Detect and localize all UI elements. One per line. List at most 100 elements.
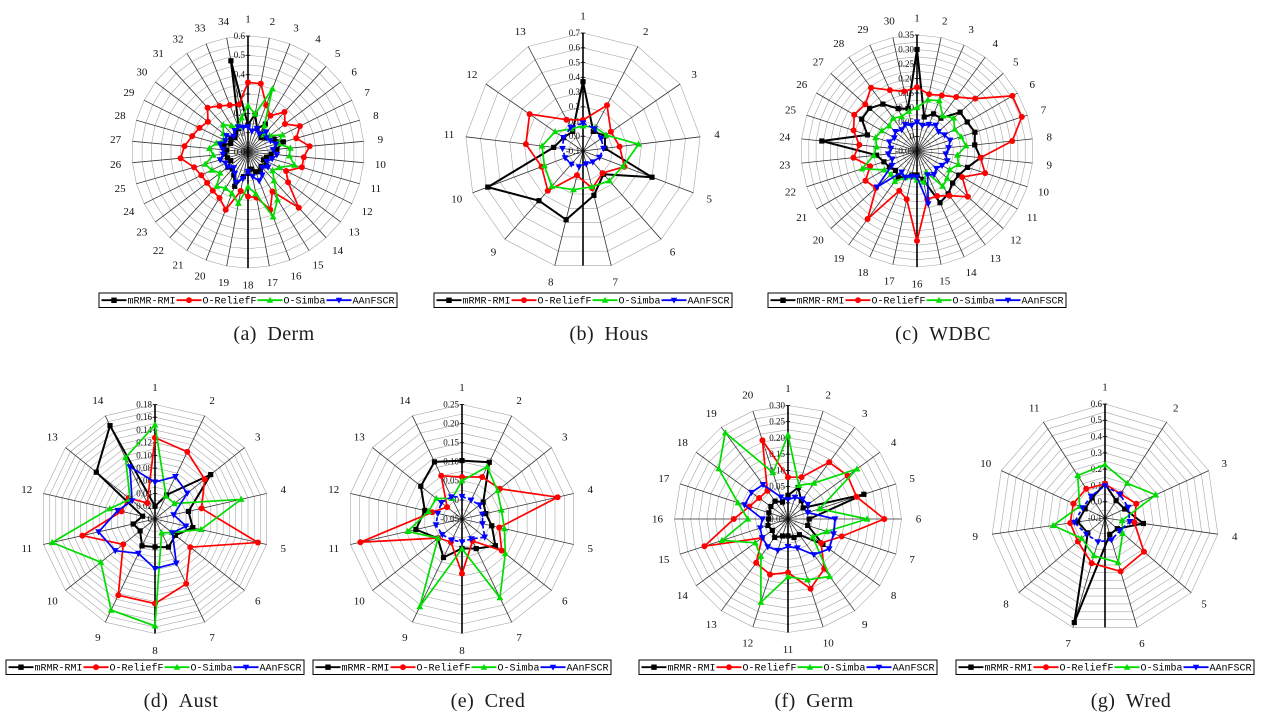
svg-text:27: 27: [110, 134, 122, 146]
svg-text:13: 13: [515, 26, 527, 38]
svg-text:13: 13: [706, 619, 718, 631]
svg-text:O-Simba: O-Simba: [284, 296, 326, 308]
svg-text:0.06: 0.06: [136, 476, 152, 486]
svg-text:2: 2: [942, 15, 948, 27]
svg-text:8: 8: [1003, 598, 1009, 610]
svg-text:AAnFSCR: AAnFSCR: [1210, 664, 1252, 675]
svg-text:4: 4: [891, 437, 897, 449]
svg-text:7: 7: [909, 554, 915, 566]
svg-text:0.3: 0.3: [569, 87, 581, 97]
svg-text:20: 20: [195, 271, 207, 283]
svg-text:7: 7: [1041, 104, 1047, 116]
svg-text:11: 11: [371, 183, 382, 195]
svg-text:30: 30: [136, 66, 148, 78]
svg-text:0.0: 0.0: [569, 131, 581, 141]
svg-text:0.6: 0.6: [569, 43, 581, 53]
svg-text:4: 4: [714, 129, 720, 141]
svg-text:6: 6: [670, 247, 676, 259]
svg-text:16: 16: [291, 271, 303, 283]
svg-text:O-ReliefF: O-ReliefF: [417, 663, 471, 675]
svg-text:15: 15: [658, 554, 670, 566]
svg-text:0.30: 0.30: [769, 400, 785, 410]
svg-text:O-Simba: O-Simba: [824, 663, 866, 675]
svg-text:10: 10: [375, 159, 387, 171]
svg-text:15: 15: [939, 276, 951, 288]
svg-text:3: 3: [1221, 458, 1227, 470]
svg-text:34: 34: [218, 16, 230, 28]
svg-text:30: 30: [884, 15, 896, 27]
svg-text:0.4: 0.4: [1091, 432, 1103, 442]
svg-text:28: 28: [833, 38, 845, 50]
svg-text:O-ReliefF: O-ReliefF: [110, 663, 164, 675]
svg-text:4: 4: [280, 484, 286, 496]
svg-text:(e) Cred: (e) Cred: [451, 690, 526, 712]
svg-text:0.0: 0.0: [234, 147, 246, 157]
svg-text:14: 14: [677, 590, 689, 602]
svg-text:9: 9: [973, 531, 979, 543]
svg-text:13: 13: [349, 227, 361, 239]
svg-text:0.20: 0.20: [898, 73, 914, 83]
svg-text:0.12: 0.12: [136, 438, 152, 448]
svg-text:5: 5: [1201, 598, 1207, 610]
svg-text:0.2: 0.2: [569, 102, 580, 112]
svg-text:mRMR-RMI: mRMR-RMI: [668, 664, 716, 675]
svg-text:O-Simba: O-Simba: [1141, 663, 1183, 675]
svg-text:(g) Wred: (g) Wred: [1091, 690, 1172, 712]
svg-text:1: 1: [245, 14, 251, 26]
svg-text:7: 7: [209, 632, 215, 644]
svg-text:25: 25: [115, 183, 127, 195]
svg-text:7: 7: [516, 632, 522, 644]
svg-text:O-ReliefF: O-ReliefF: [872, 296, 926, 308]
svg-text:5: 5: [587, 543, 593, 555]
svg-text:0.2: 0.2: [1091, 464, 1102, 474]
svg-text:10: 10: [451, 193, 463, 205]
svg-text:24: 24: [779, 132, 791, 144]
svg-text:15: 15: [313, 260, 325, 272]
svg-text:0.18: 0.18: [136, 399, 152, 409]
svg-text:6: 6: [255, 596, 261, 608]
svg-text:0.25: 0.25: [769, 417, 785, 427]
svg-text:11: 11: [329, 543, 340, 555]
svg-text:0.25: 0.25: [898, 59, 914, 69]
svg-text:14: 14: [332, 245, 344, 257]
svg-text:O-Simba: O-Simba: [498, 663, 540, 675]
svg-text:12: 12: [466, 69, 477, 81]
svg-text:1: 1: [785, 383, 791, 395]
svg-text:0.05: 0.05: [769, 482, 785, 492]
svg-text:mRMR-RMI: mRMR-RMI: [35, 664, 83, 675]
svg-text:0.4: 0.4: [234, 70, 246, 80]
svg-text:29: 29: [857, 24, 869, 36]
svg-text:0.02: 0.02: [136, 501, 152, 511]
svg-text:3: 3: [293, 23, 299, 35]
svg-text:25: 25: [785, 104, 797, 116]
svg-text:0.5: 0.5: [1091, 415, 1103, 425]
svg-text:12: 12: [362, 206, 373, 218]
svg-text:mRMR-RMI: mRMR-RMI: [985, 664, 1033, 675]
svg-text:0.05: 0.05: [443, 476, 459, 486]
svg-text:20: 20: [813, 235, 825, 247]
svg-text:8: 8: [1047, 132, 1053, 144]
svg-text:6: 6: [1139, 638, 1145, 650]
svg-text:2: 2: [209, 395, 215, 407]
svg-text:0: 0: [455, 495, 460, 505]
svg-text:O-Simba: O-Simba: [953, 296, 995, 308]
svg-text:O-ReliefF: O-ReliefF: [1060, 663, 1114, 675]
svg-text:-0.1: -0.1: [566, 146, 580, 156]
svg-text:24: 24: [123, 206, 135, 218]
svg-text:6: 6: [916, 514, 922, 526]
svg-text:21: 21: [796, 212, 807, 224]
svg-text:8: 8: [891, 590, 897, 602]
svg-text:4: 4: [992, 38, 998, 50]
svg-text:O-Simba: O-Simba: [619, 296, 661, 308]
svg-text:5: 5: [1013, 57, 1019, 69]
svg-text:9: 9: [402, 632, 408, 644]
svg-text:2: 2: [826, 389, 832, 401]
svg-text:14: 14: [966, 267, 978, 279]
svg-text:10: 10: [354, 596, 366, 608]
svg-text:6: 6: [351, 66, 357, 78]
svg-text:(a) Derm: (a) Derm: [233, 323, 314, 345]
svg-text:23: 23: [136, 227, 148, 239]
svg-text:14: 14: [92, 395, 104, 407]
svg-text:29: 29: [123, 87, 135, 99]
svg-text:16: 16: [652, 514, 664, 526]
